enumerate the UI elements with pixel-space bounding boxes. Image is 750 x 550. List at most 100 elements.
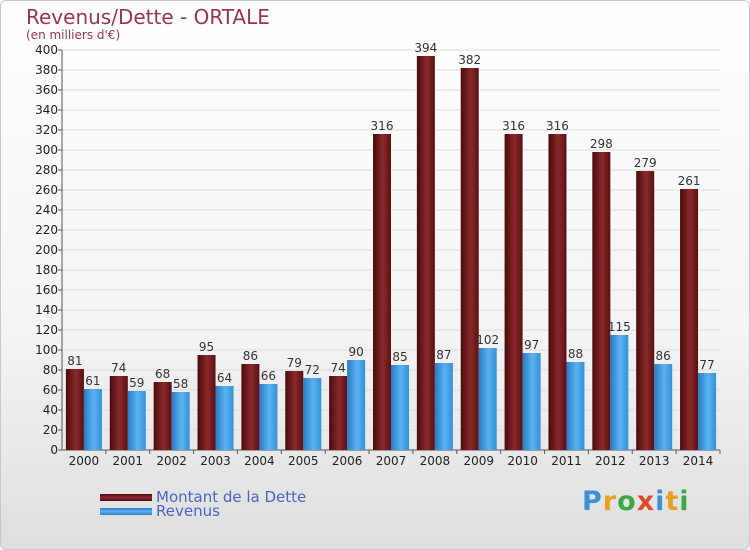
dette-value-label: 316	[371, 119, 394, 133]
y-tick-label: 120	[35, 323, 58, 337]
y-tick-label: 400	[35, 43, 58, 57]
y-tick-label: 340	[35, 103, 58, 117]
dette-bar	[241, 364, 260, 450]
revenus-bar	[478, 348, 497, 450]
y-tick-label: 180	[35, 263, 58, 277]
legend-item-dette: Montant de la Dette	[100, 488, 306, 506]
x-tick-label: 2003	[200, 454, 231, 468]
revenus-bar	[127, 391, 146, 450]
dette-bar	[153, 382, 172, 450]
revenus-value-label: 115	[608, 320, 631, 334]
y-tick-label: 20	[43, 423, 58, 437]
revenus-bar	[654, 364, 673, 450]
x-tick-label: 2010	[507, 454, 538, 468]
y-tick-label: 160	[35, 283, 58, 297]
revenus-bar	[215, 386, 234, 450]
y-tick-label: 360	[35, 83, 58, 97]
y-tick-label: 300	[35, 143, 58, 157]
revenus-value-label: 61	[85, 374, 100, 388]
logo-letter: P	[582, 486, 603, 517]
y-tick-label: 240	[35, 203, 58, 217]
revenus-bar	[259, 384, 278, 450]
y-tick-label: 380	[35, 63, 58, 77]
dette-value-label: 279	[634, 156, 657, 170]
y-tick-label: 320	[35, 123, 58, 137]
dette-value-label: 382	[458, 53, 481, 67]
revenus-bar	[566, 362, 585, 450]
dette-bar	[416, 56, 435, 450]
revenus-value-label: 66	[261, 369, 276, 383]
revenus-value-label: 58	[173, 377, 188, 391]
dette-bar	[373, 134, 391, 450]
bars	[65, 56, 717, 450]
y-tick-label: 80	[43, 363, 58, 377]
dette-bar	[329, 376, 348, 450]
axes: 0 20 40 60 80 100 120 140 160 180 200 220 240 260 280 3…	[35, 43, 721, 468]
x-tick-label: 2007	[376, 454, 407, 468]
dette-bar	[460, 68, 479, 450]
x-tick-label: 2000	[69, 454, 100, 468]
y-tick-label: 60	[43, 383, 58, 397]
dette-value-label: 316	[502, 119, 525, 133]
revenus-bar	[171, 392, 190, 450]
legend-label-revenus: Revenus	[156, 502, 220, 520]
revenus-bar	[347, 360, 366, 450]
legend-swatch-revenus	[100, 507, 152, 515]
revenus-value-label: 72	[305, 363, 320, 377]
dette-value-label: 68	[155, 367, 170, 381]
x-tick-label: 2011	[551, 454, 582, 468]
revenus-value-label: 90	[348, 345, 363, 359]
x-tick-label: 2012	[595, 454, 626, 468]
legend-label-dette: Montant de la Dette	[156, 488, 307, 506]
logo-letter: r	[602, 486, 618, 517]
x-tick-label: 2005	[288, 454, 319, 468]
dette-bar	[504, 134, 523, 450]
x-tick-label: 2001	[113, 454, 144, 468]
y-tick-label: 220	[35, 223, 58, 237]
revenus-bar	[522, 353, 541, 450]
revenus-value-label: 102	[476, 333, 499, 347]
x-tick-label: 2009	[463, 454, 494, 468]
legend-item-revenus: Revenus	[100, 502, 220, 520]
dette-value-label: 86	[243, 349, 258, 363]
y-tick-label: 100	[35, 343, 58, 357]
dette-value-label: 81	[67, 354, 82, 368]
revenus-bar	[83, 389, 102, 450]
x-tick-label: 2008	[420, 454, 451, 468]
revenus-value-label: 86	[656, 349, 671, 363]
dette-value-label: 394	[414, 41, 437, 55]
y-tick-label: 200	[35, 243, 58, 257]
x-tick-label: 2002	[156, 454, 187, 468]
dette-value-label: 79	[287, 356, 302, 370]
x-tick-label: 2014	[683, 454, 714, 468]
proxiti-logo: Proxiti	[582, 486, 690, 517]
revenus-bar	[434, 363, 453, 450]
revenus-value-label: 88	[568, 347, 583, 361]
revenus-value-label: 97	[524, 338, 539, 352]
y-tick-label: 140	[35, 303, 58, 317]
legend-swatch-dette	[100, 493, 152, 501]
dette-bar	[680, 189, 699, 450]
x-tick-label: 2006	[332, 454, 363, 468]
x-tick-label: 2004	[244, 454, 275, 468]
revenus-value-label: 87	[436, 348, 451, 362]
revenus-value-label: 85	[392, 350, 407, 364]
dette-value-label: 74	[111, 361, 126, 375]
logo-letter: i	[679, 486, 690, 517]
chart-subtitle: (en milliers d'€)	[26, 28, 121, 42]
dette-bar	[65, 369, 84, 450]
dette-value-label: 261	[678, 174, 701, 188]
dette-bar	[197, 355, 216, 450]
dette-bar	[592, 152, 611, 450]
revenus-value-label: 64	[217, 371, 232, 385]
revenus-value-label: 77	[699, 358, 714, 372]
logo-letter: t	[665, 486, 680, 517]
dette-bar	[285, 371, 304, 450]
dette-bar	[109, 376, 128, 450]
dette-bar	[636, 171, 655, 450]
y-tick-label: 40	[43, 403, 58, 417]
revenus-value-label: 59	[129, 376, 144, 390]
y-tick-label: 0	[50, 443, 58, 457]
